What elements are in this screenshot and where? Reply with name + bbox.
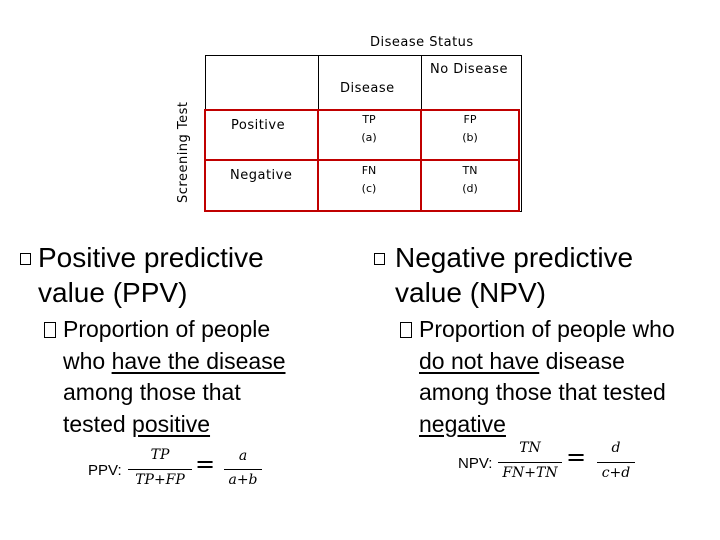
npv-desc-line2: do not have disease — [419, 346, 675, 378]
npv-description: Proportion of people who do not have dis… — [419, 314, 675, 440]
ppv-frac-line1 — [128, 469, 192, 470]
npv-title-line1: Negative predictive — [395, 242, 634, 273]
npv-sub-bullet-icon — [400, 322, 412, 338]
ppv-title-line2: value (PPV) — [38, 277, 188, 308]
cell-tn-sub: (d) — [462, 182, 478, 195]
cell-tp-sub: (a) — [361, 131, 377, 144]
cell-fp-label: FP — [463, 113, 477, 126]
ppv-desc-line4: tested positive — [63, 409, 286, 441]
npv-desc-line3: among those that tested — [419, 379, 666, 405]
ppv-desc-line3: among those that — [63, 379, 241, 405]
ppv-desc-tested: tested — [63, 410, 133, 437]
npv-den1: FN+TN — [502, 465, 558, 481]
npv-desc-line1: Proportion of people who — [419, 316, 675, 342]
row-label-negative: Negative — [230, 168, 293, 183]
ppv-title: Positive predictive value (PPV) — [38, 240, 264, 310]
ppv-desc-line1: Proportion of people — [63, 316, 271, 342]
ppv-frac-line2 — [224, 469, 262, 470]
ppv-desc-who: who — [63, 347, 112, 374]
grid-vline-1 — [317, 109, 319, 212]
npv-bullet-icon — [374, 253, 385, 265]
divider-header-left — [318, 55, 319, 110]
ppv-desc-positive: positive — [132, 410, 211, 437]
npv-title-line2: value (NPV) — [395, 277, 546, 308]
ppv-desc-line2: who have the disease — [63, 346, 286, 378]
npv-desc-line4: negative — [419, 409, 675, 441]
row-header-screening-test: Screening Test — [176, 101, 191, 203]
cell-fn-label: FN — [361, 164, 377, 177]
ppv-description: Proportion of people who have the diseas… — [63, 314, 286, 440]
ppv-den1: TP+FP — [135, 472, 185, 488]
ppv-desc-have-disease: have the disease — [111, 347, 286, 374]
npv-frac-line1 — [498, 462, 562, 463]
npv-equals: = — [566, 443, 587, 471]
row-label-positive: Positive — [231, 118, 286, 133]
npv-num2: d — [611, 440, 621, 456]
npv-num1: TN — [519, 440, 541, 456]
ppv-sub-bullet-icon — [44, 322, 56, 338]
npv-title: Negative predictive value (NPV) — [395, 240, 633, 310]
col-label-disease: Disease — [340, 81, 395, 96]
grid-vline-2 — [420, 109, 422, 212]
npv-desc-negative: negative — [419, 410, 506, 437]
npv-frac-line2 — [597, 462, 635, 463]
ppv-title-line1: Positive predictive — [38, 242, 264, 273]
cell-fn: FN (c) — [340, 162, 398, 198]
ppv-equals: = — [195, 450, 216, 478]
npv-den2: c+d — [601, 465, 631, 481]
grid-hline — [204, 159, 520, 161]
npv-desc-disease: disease — [539, 347, 625, 374]
cell-tn-label: TN — [462, 164, 478, 177]
col-label-no-disease: No Disease — [430, 62, 508, 77]
ppv-num2: a — [238, 448, 248, 464]
cell-tp: TP (a) — [340, 111, 398, 147]
cell-tn: TN (d) — [441, 162, 499, 198]
ppv-num1: TP — [150, 447, 170, 463]
column-header-disease-status: Disease Status — [370, 35, 474, 50]
divider-header-right — [421, 55, 422, 110]
ppv-formula-label: PPV: — [88, 462, 122, 479]
npv-desc-do-not-have: do not have — [419, 347, 540, 374]
cell-fp-sub: (b) — [462, 131, 478, 144]
cell-tp-label: TP — [362, 113, 376, 126]
ppv-bullet-icon — [20, 253, 31, 265]
ppv-den2: a+b — [228, 472, 258, 488]
cell-fp: FP (b) — [441, 111, 499, 147]
cell-fn-sub: (c) — [361, 182, 377, 195]
npv-formula-label: NPV: — [458, 455, 493, 472]
